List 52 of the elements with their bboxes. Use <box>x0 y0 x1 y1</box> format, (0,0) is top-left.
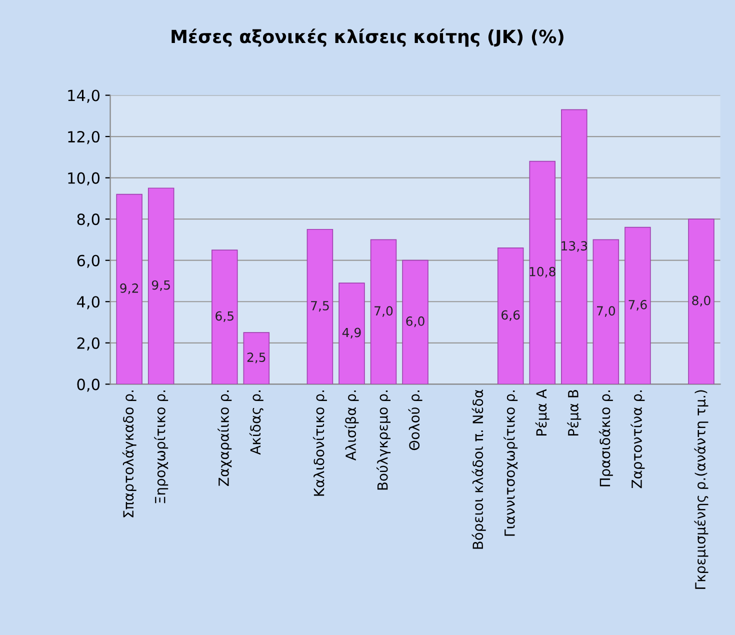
x-tick-label: Θολού ρ. <box>408 390 422 450</box>
x-tick-label: Ρέμα Β <box>567 390 582 436</box>
x-tick-label: Βόρειοι κλάδοι π. Νέδα <box>472 390 486 549</box>
y-tick-label: 10,0 <box>68 172 100 186</box>
data-label: 2,5 <box>247 352 266 364</box>
bar <box>402 260 428 384</box>
data-label: 6,0 <box>406 316 424 328</box>
bar <box>338 282 365 384</box>
data-label: 7,0 <box>597 306 616 317</box>
bar <box>116 194 142 384</box>
bar <box>148 188 174 384</box>
bar <box>497 248 524 384</box>
y-tick-label: 14,0 <box>68 90 100 103</box>
bar <box>243 332 270 384</box>
x-tick-label: Γιαννιτσοχωρίτικο ρ. <box>504 390 518 536</box>
bar <box>561 109 588 384</box>
bar <box>370 239 397 384</box>
y-tick-label: 4,0 <box>76 296 100 310</box>
data-label: 10,8 <box>530 266 556 278</box>
bar <box>529 160 556 384</box>
x-tick-label: Ακίδας ρ. <box>249 390 264 455</box>
x-tick-label: Ρέμα Α <box>535 389 550 436</box>
bar <box>592 239 620 384</box>
data-label: 6,5 <box>216 311 234 322</box>
x-tick-label: Γκρεμισμένης ρ.(ανάντη τμ.) <box>694 390 708 589</box>
x-tick-label: Αλισίβα ρ. <box>344 390 359 461</box>
x-tick-label: Ζαρτοντίνα ρ. <box>630 390 645 488</box>
data-label: 9,2 <box>120 283 138 294</box>
bar <box>212 250 238 384</box>
data-label: 6,6 <box>502 310 520 321</box>
data-label: 4,9 <box>342 328 361 339</box>
chart-title: Μέσες αξονικές κλίσεις κοίτης (JK) (%) <box>172 28 564 47</box>
y-tick-label: 6,0 <box>77 254 100 268</box>
bar <box>688 218 714 384</box>
data-label: 7,6 <box>628 300 647 311</box>
data-label: 7,0 <box>374 306 393 317</box>
data-label: 8,0 <box>692 296 710 307</box>
y-tick-label: 8,0 <box>77 214 100 227</box>
x-tick-label: Ζαχαραίικο ρ. <box>218 390 232 486</box>
y-tick-label: 0,0 <box>77 378 100 392</box>
x-tick-label: Βούλγκρεμο ρ. <box>376 390 390 490</box>
y-tick-label: 12,0 <box>68 130 100 144</box>
data-label: 7,5 <box>311 301 329 312</box>
x-tick-label: Σπαρτολάγκαδο ρ. <box>122 390 136 518</box>
data-label: 13,3 <box>562 241 588 252</box>
bar <box>624 226 651 384</box>
y-tick-label: 2,0 <box>77 337 100 350</box>
bar <box>306 228 334 384</box>
data-label: 9,5 <box>152 280 170 292</box>
x-tick-label: Καλιδονίτικο ρ. <box>312 390 327 496</box>
x-tick-label: Πρασιδάκιο ρ. <box>598 390 613 486</box>
x-tick-label: Ξηροχωρίτικο ρ. <box>154 390 168 504</box>
